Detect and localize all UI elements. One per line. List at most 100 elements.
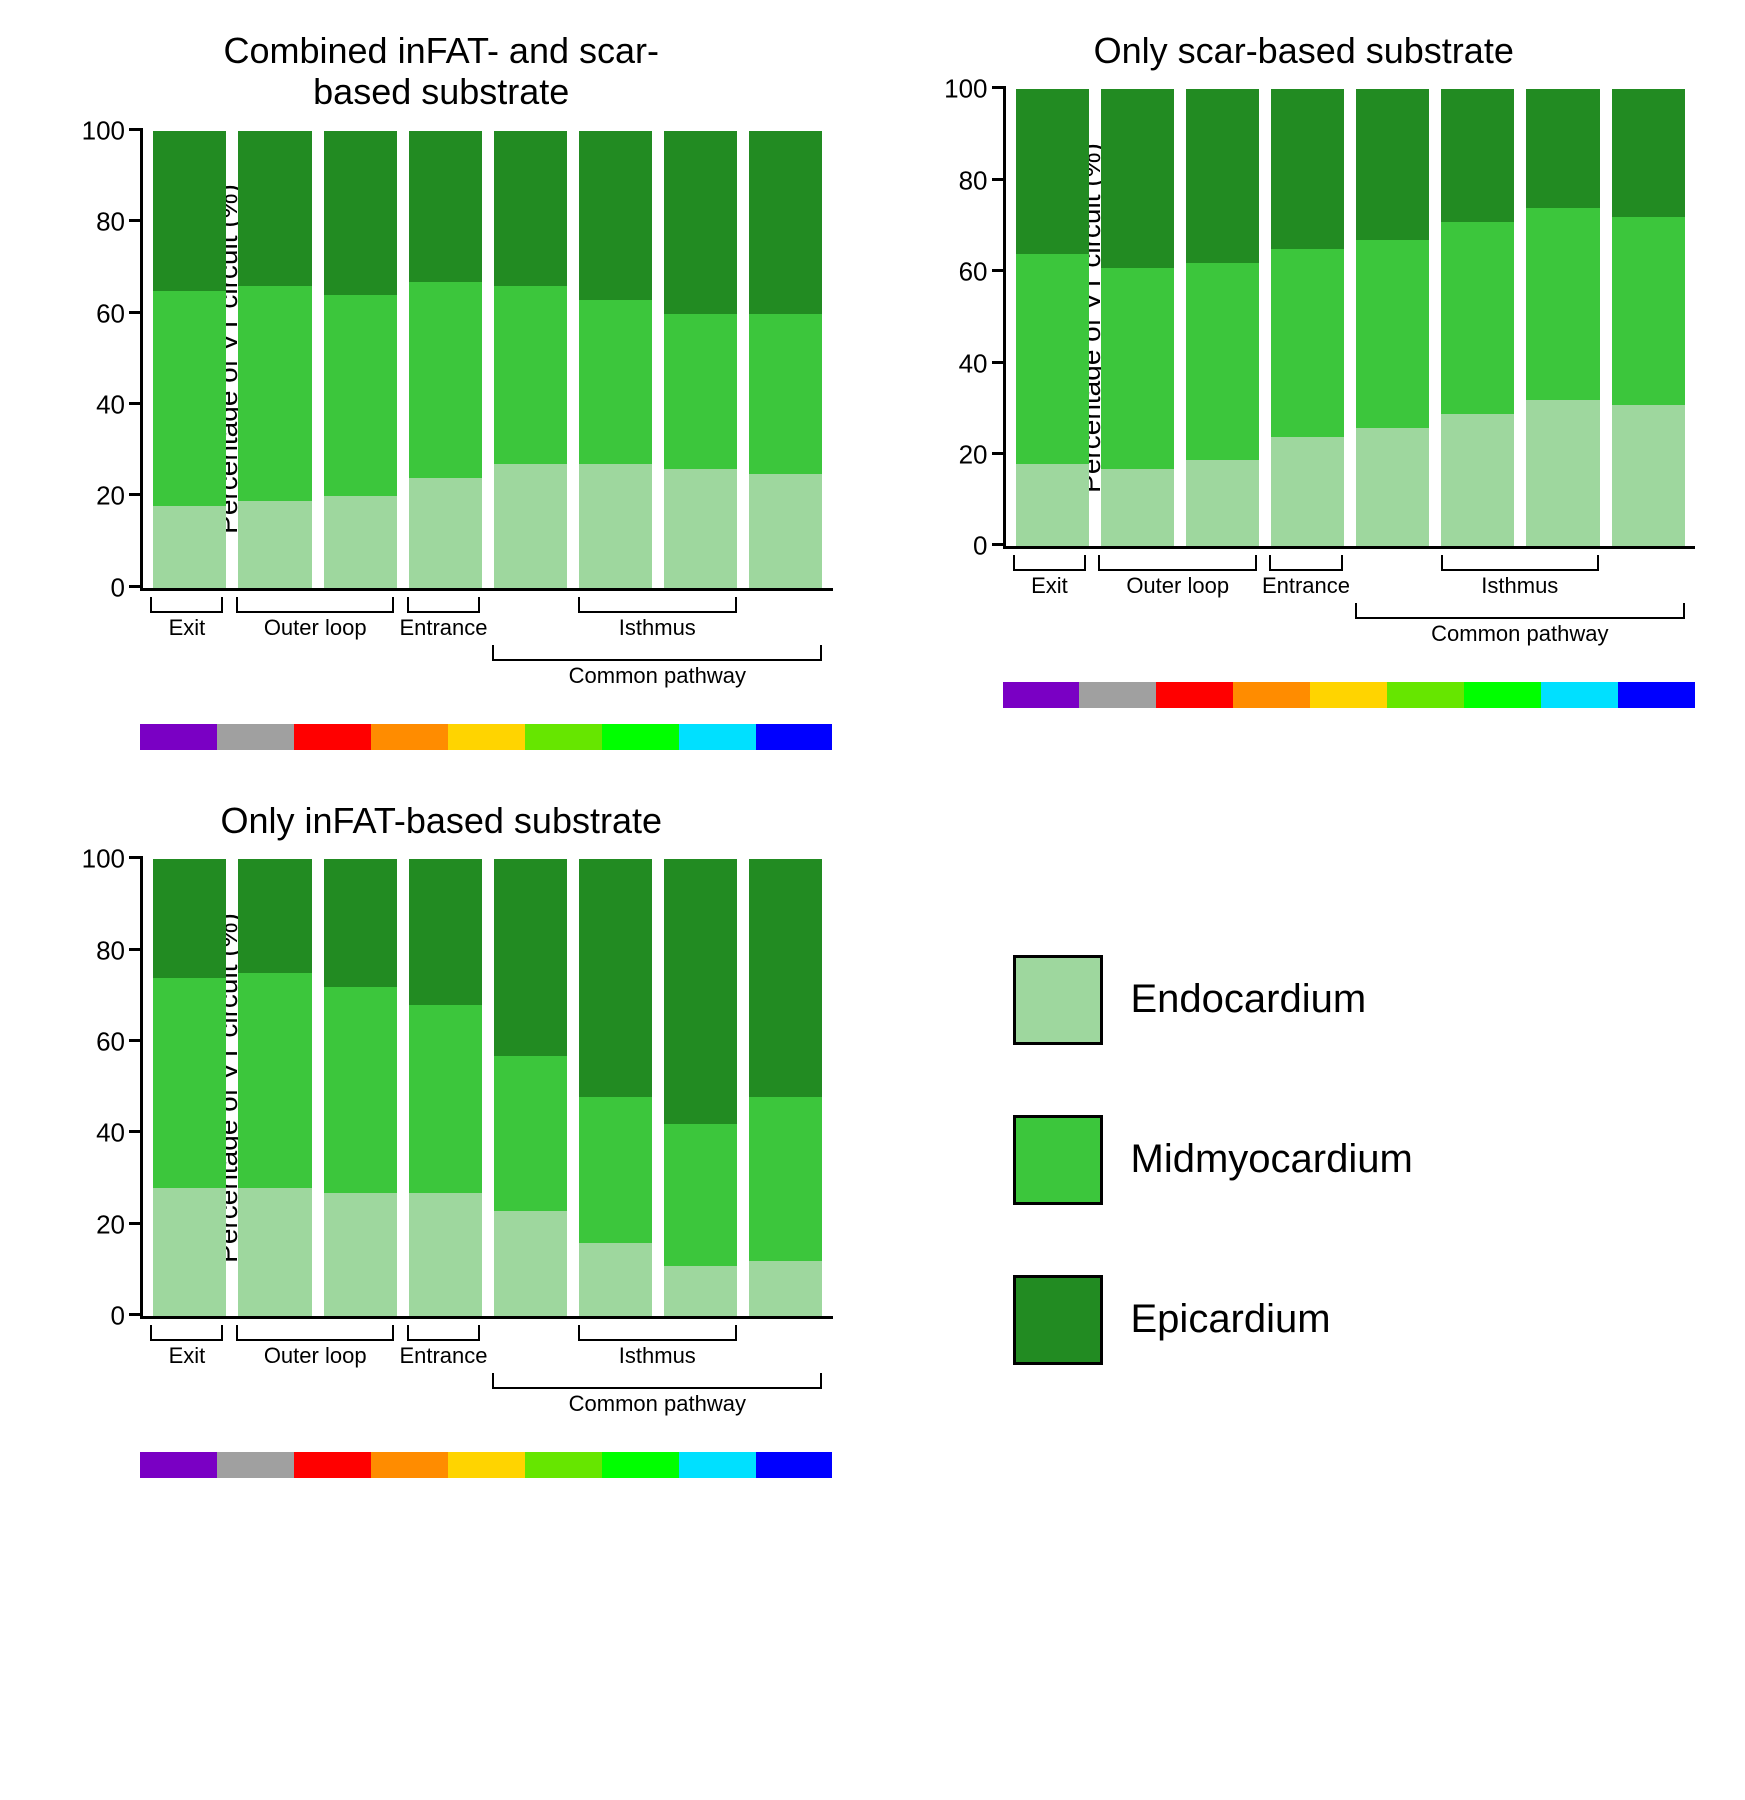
rainbow-cell — [1079, 682, 1156, 708]
bar-segment-epi — [1441, 89, 1514, 222]
rainbow-cell — [1464, 682, 1541, 708]
stacked-bar — [1526, 89, 1599, 546]
bar-segment-mid — [1271, 249, 1344, 436]
chart-title: Only scar-based substrate — [893, 30, 1716, 71]
stacked-bar — [1612, 89, 1685, 546]
bar-segment-epi — [1526, 89, 1599, 208]
group-brackets: ExitOuter loopEntranceIsthmusCommon path… — [140, 1325, 833, 1440]
bar-segment-endo — [494, 464, 567, 587]
bar-segment-mid — [1526, 208, 1599, 400]
bar-segment-endo — [664, 1266, 737, 1316]
bar-segment-epi — [324, 131, 397, 296]
rainbow-cell — [679, 1452, 756, 1478]
bar-segment-epi — [579, 859, 652, 1097]
stacked-bar — [1101, 89, 1174, 546]
bracket-label: Outer loop — [1126, 573, 1229, 599]
stacked-bar — [749, 859, 822, 1316]
rainbow-cell — [1156, 682, 1233, 708]
bracket — [492, 645, 822, 661]
y-tick-label: 40 — [96, 1118, 143, 1149]
bar-segment-mid — [494, 286, 567, 464]
bar-segment-endo — [1356, 428, 1429, 547]
bracket — [236, 1325, 395, 1341]
bar-segment-mid — [494, 1056, 567, 1211]
bar-segment-mid — [579, 300, 652, 465]
bar-segment-endo — [749, 1261, 822, 1316]
bar-segment-mid — [324, 295, 397, 496]
bracket-label: Outer loop — [264, 1343, 367, 1369]
chart-area: Percentage of VT circuit (%)020406080100… — [140, 131, 833, 750]
bar-segment-epi — [153, 859, 226, 978]
chart-title: Only inFAT-based substrate — [30, 800, 853, 841]
bar-segment-epi — [1271, 89, 1344, 249]
rainbow-strip — [140, 724, 833, 750]
rainbow-cell — [294, 724, 371, 750]
bar-segment-epi — [1186, 89, 1259, 263]
bar-segment-mid — [664, 314, 737, 469]
stacked-bar — [324, 131, 397, 588]
stacked-bar — [494, 859, 567, 1316]
stacked-bar — [238, 859, 311, 1316]
bar-segment-mid — [409, 282, 482, 479]
bars-container — [1006, 89, 1696, 546]
rainbow-cell — [525, 1452, 602, 1478]
bracket — [578, 597, 737, 613]
rainbow-cell — [1310, 682, 1387, 708]
bar-segment-epi — [238, 131, 311, 286]
bar-segment-epi — [494, 859, 567, 1056]
bracket-label: Entrance — [399, 615, 487, 641]
bar-segment-mid — [409, 1005, 482, 1192]
bar-segment-endo — [1016, 464, 1089, 546]
stacked-bar — [153, 131, 226, 588]
stacked-bar — [409, 859, 482, 1316]
chart-panel: Combined inFAT- and scar-based substrate… — [30, 30, 853, 750]
bar-segment-mid — [238, 286, 311, 501]
bracket-label: Entrance — [399, 1343, 487, 1369]
plot-region: Percentage of VT circuit (%)020406080100 — [140, 131, 833, 591]
bracket — [1441, 555, 1600, 571]
bar-segment-endo — [409, 1193, 482, 1316]
bar-segment-epi — [1356, 89, 1429, 240]
bar-segment-epi — [324, 859, 397, 987]
bar-segment-epi — [664, 859, 737, 1124]
stacked-bar — [324, 859, 397, 1316]
bracket-label: Exit — [1031, 573, 1068, 599]
bar-segment-endo — [579, 464, 652, 587]
legend-swatch — [1013, 955, 1103, 1045]
stacked-bar — [749, 131, 822, 588]
legend: EndocardiumMidmyocardiumEpicardium — [893, 800, 1716, 1520]
rainbow-cell — [448, 1452, 525, 1478]
bar-segment-mid — [153, 291, 226, 506]
chart-area: Percentage of VT circuit (%)020406080100… — [1003, 89, 1696, 708]
stacked-bar — [1186, 89, 1259, 546]
rainbow-strip — [1003, 682, 1696, 708]
y-tick-label: 60 — [96, 1026, 143, 1057]
bar-segment-epi — [749, 859, 822, 1097]
rainbow-cell — [371, 1452, 448, 1478]
bar-segment-endo — [324, 496, 397, 587]
stacked-bar — [1441, 89, 1514, 546]
bar-segment-mid — [324, 987, 397, 1193]
stacked-bar — [664, 859, 737, 1316]
bracket-label: Exit — [169, 1343, 206, 1369]
bracket — [150, 597, 223, 613]
legend-item-epi: Epicardium — [1013, 1275, 1716, 1365]
stacked-bar — [1016, 89, 1089, 546]
bar-segment-endo — [238, 501, 311, 588]
rainbow-cell — [756, 724, 833, 750]
legend-label: Epicardium — [1131, 1297, 1331, 1342]
bar-segment-epi — [749, 131, 822, 314]
bracket-label: Isthmus — [1481, 573, 1558, 599]
plot-region: Percentage of VT circuit (%)020406080100 — [1003, 89, 1696, 549]
bar-segment-epi — [1016, 89, 1089, 254]
bracket-label: Common pathway — [1431, 621, 1608, 647]
bracket — [407, 597, 480, 613]
bar-segment-endo — [579, 1243, 652, 1316]
stacked-bar — [238, 131, 311, 588]
stacked-bar — [153, 859, 226, 1316]
legend-item-endo: Endocardium — [1013, 955, 1716, 1045]
rainbow-strip — [140, 1452, 833, 1478]
bar-segment-endo — [749, 474, 822, 588]
bracket-label: Entrance — [1262, 573, 1350, 599]
bracket — [578, 1325, 737, 1341]
